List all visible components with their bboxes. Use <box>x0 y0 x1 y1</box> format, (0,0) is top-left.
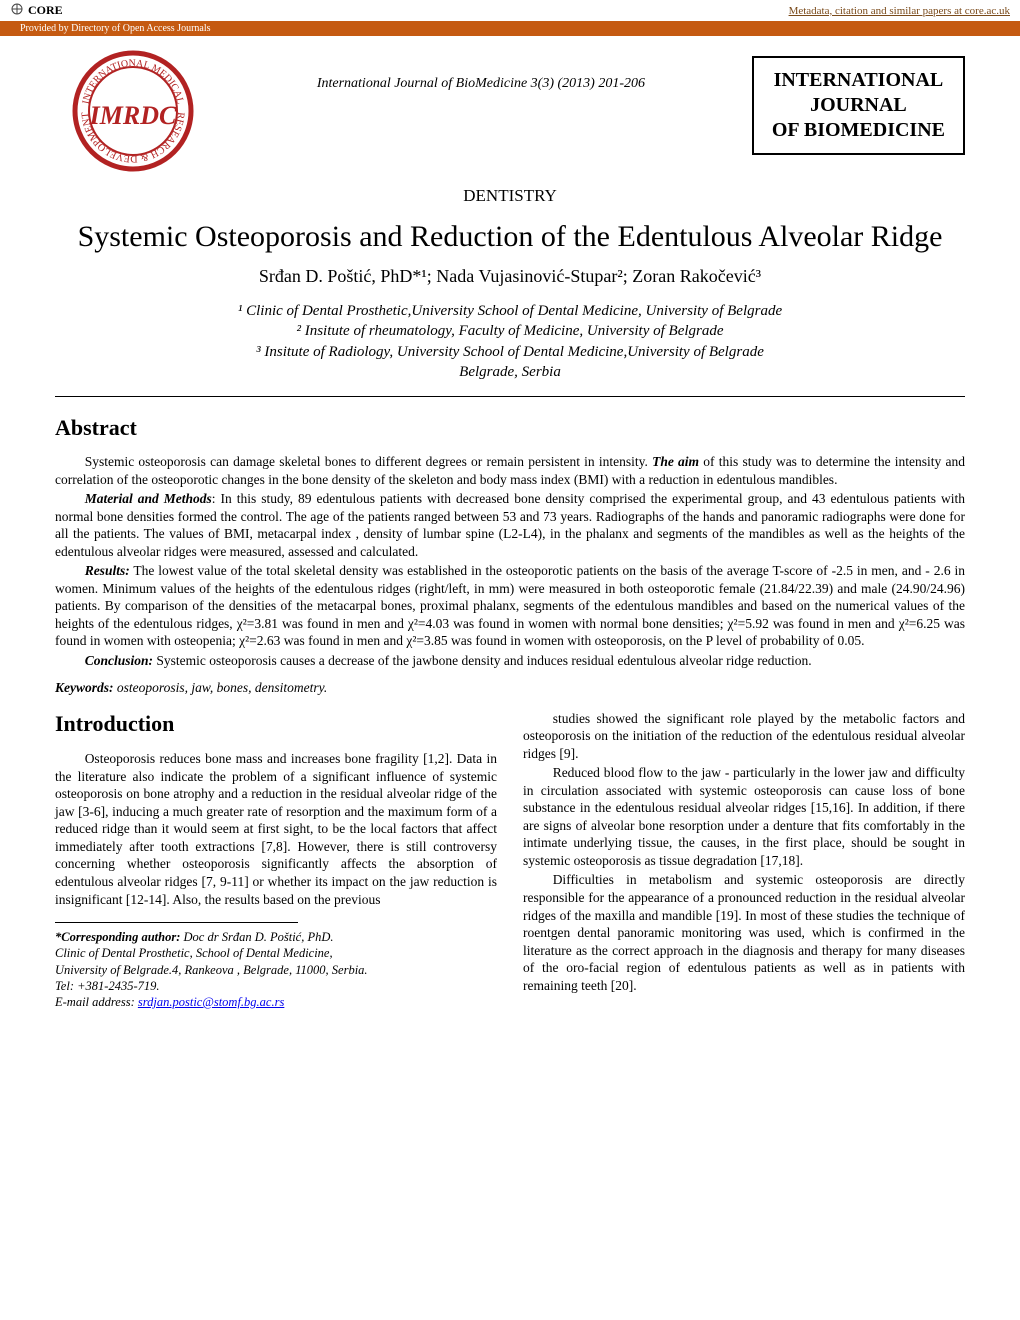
abstract-p4: Conclusion: Systemic osteoporosis causes… <box>55 652 965 670</box>
footnote-line1: *Corresponding author: Doc dr Srđan D. P… <box>55 929 497 945</box>
keywords-label: Keywords: <box>55 680 114 695</box>
abstract-p3: Results: The lowest value of the total s… <box>55 562 965 650</box>
journal-box-line2: JOURNAL <box>772 93 945 118</box>
page-content: IMRDC INTERNATIONAL MEDICAL RESEARCH & D… <box>0 36 1020 1040</box>
provided-by-bar: Provided by Directory of Open Access Jou… <box>0 21 1020 36</box>
affil-3: ³ Insitute of Radiology, University Scho… <box>55 342 965 362</box>
abstract-p3-text: The lowest value of the total skeletal d… <box>55 563 965 648</box>
core-metadata-link[interactable]: Metadata, citation and similar papers at… <box>789 5 1010 17</box>
body-col2-p1: studies showed the significant role play… <box>523 710 965 763</box>
intro-heading: Introduction <box>55 710 497 739</box>
corresponding-email-link[interactable]: srdjan.postic@stomf.bg.ac.rs <box>138 995 284 1009</box>
header-row: IMRDC INTERNATIONAL MEDICAL RESEARCH & D… <box>55 46 965 176</box>
abstract-methods-label: Material and Methods <box>85 491 212 506</box>
affil-4: Belgrade, Serbia <box>55 362 965 382</box>
keywords: Keywords: osteoporosis, jaw, bones, dens… <box>55 680 965 696</box>
right-column: studies showed the significant role play… <box>523 710 965 1011</box>
imrdc-logo: IMRDC INTERNATIONAL MEDICAL RESEARCH & D… <box>55 46 210 176</box>
footnote-line3: University of Belgrade.4, Rankeova , Bel… <box>55 962 497 978</box>
footnote-line2: Clinic of Dental Prosthetic, School of D… <box>55 945 497 961</box>
journal-box-line1: INTERNATIONAL <box>772 68 945 93</box>
abstract-p1-lead: Systemic osteoporosis can damage skeleta… <box>85 454 652 469</box>
abstract-heading: Abstract <box>55 415 965 441</box>
affil-1: ¹ Clinic of Dental Prosthetic,University… <box>55 301 965 321</box>
intro-p1: Osteoporosis reduces bone mass and incre… <box>55 750 497 908</box>
paper-title: Systemic Osteoporosis and Reduction of t… <box>55 220 965 254</box>
footnote-line1-rest: Doc dr Srđan D. Poštić, PhD. <box>180 930 333 944</box>
category-label: DENTISTRY <box>55 186 965 206</box>
left-column: Introduction Osteoporosis reduces bone m… <box>55 710 497 1011</box>
abstract-results-label: Results: <box>85 563 130 578</box>
keywords-text: osteoporosis, jaw, bones, densitometry. <box>114 680 328 695</box>
footnote-line5: E-mail address: srdjan.postic@stomf.bg.a… <box>55 994 497 1010</box>
core-logo-text: CORE <box>28 3 63 18</box>
journal-citation: International Journal of BioMedicine 3(3… <box>230 46 732 92</box>
authors: Srđan D. Poštić, PhD*¹; Nada Vujasinović… <box>55 266 965 287</box>
journal-name-box: INTERNATIONAL JOURNAL OF BIOMEDICINE <box>752 56 965 155</box>
footnote-separator <box>55 922 298 923</box>
body-col2-p2: Reduced blood flow to the jaw - particul… <box>523 764 965 869</box>
footnote-email-label: E-mail address: <box>55 995 138 1009</box>
affil-2: ² Insitute of rheumatology, Faculty of M… <box>55 321 965 341</box>
body-col2-p3: Difficulties in metabolism and systemic … <box>523 871 965 994</box>
abstract-conclusion-label: Conclusion: <box>85 653 153 668</box>
svg-text:IMRDC: IMRDC <box>88 101 176 130</box>
abstract-p4-text: Systemic osteoporosis causes a decrease … <box>153 653 812 668</box>
abstract-p2: Material and Methods: In this study, 89 … <box>55 490 965 560</box>
abstract-body: Systemic osteoporosis can damage skeleta… <box>55 453 965 670</box>
body-columns: Introduction Osteoporosis reduces bone m… <box>55 710 965 1011</box>
rule-1 <box>55 396 965 397</box>
abstract-aim-label: The aim <box>652 454 699 469</box>
core-icon <box>10 2 24 19</box>
core-left: CORE <box>10 2 63 19</box>
core-banner: CORE Metadata, citation and similar pape… <box>0 0 1020 21</box>
journal-box-line3: OF BIOMEDICINE <box>772 118 945 143</box>
corresponding-author-footnote: *Corresponding author: Doc dr Srđan D. P… <box>55 929 497 1010</box>
affiliations: ¹ Clinic of Dental Prosthetic,University… <box>55 301 965 382</box>
footnote-line4: Tel: +381-2435-719. <box>55 978 497 994</box>
abstract-p1: Systemic osteoporosis can damage skeleta… <box>55 453 965 488</box>
footnote-label: *Corresponding author: <box>55 930 180 944</box>
